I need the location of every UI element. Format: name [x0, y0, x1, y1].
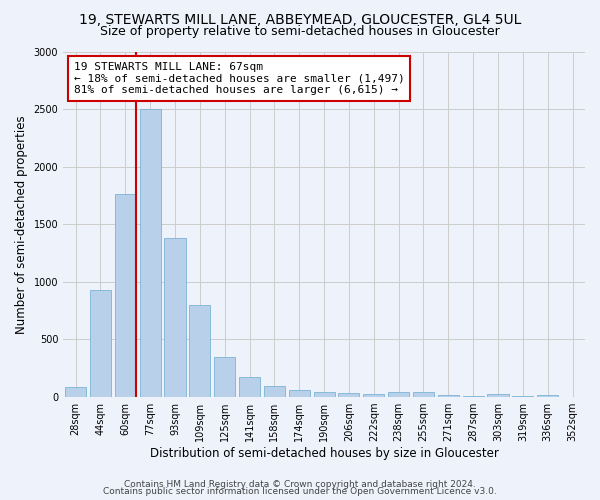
Bar	[140, 109, 161, 397]
Text: Contains HM Land Registry data © Crown copyright and database right 2024.: Contains HM Land Registry data © Crown c…	[124, 480, 476, 489]
Bar	[289, 390, 310, 397]
Bar	[214, 357, 235, 397]
Bar	[264, 386, 285, 397]
Bar	[537, 395, 558, 397]
Bar	[562, 396, 583, 397]
Bar	[413, 392, 434, 397]
Bar	[512, 396, 533, 397]
Bar	[338, 393, 359, 397]
Text: 19 STEWARTS MILL LANE: 67sqm
← 18% of semi-detached houses are smaller (1,497)
8: 19 STEWARTS MILL LANE: 67sqm ← 18% of se…	[74, 62, 404, 95]
X-axis label: Distribution of semi-detached houses by size in Gloucester: Distribution of semi-detached houses by …	[149, 447, 499, 460]
Bar	[438, 395, 459, 397]
Bar	[487, 394, 509, 397]
Bar	[314, 392, 335, 397]
Bar	[463, 396, 484, 397]
Bar	[115, 194, 136, 397]
Y-axis label: Number of semi-detached properties: Number of semi-detached properties	[15, 115, 28, 334]
Text: Size of property relative to semi-detached houses in Gloucester: Size of property relative to semi-detach…	[100, 25, 500, 38]
Text: 19, STEWARTS MILL LANE, ABBEYMEAD, GLOUCESTER, GL4 5UL: 19, STEWARTS MILL LANE, ABBEYMEAD, GLOUC…	[79, 12, 521, 26]
Bar	[363, 394, 385, 397]
Bar	[189, 305, 211, 397]
Bar	[164, 238, 185, 397]
Bar	[65, 386, 86, 397]
Bar	[90, 290, 111, 397]
Bar	[239, 377, 260, 397]
Bar	[388, 392, 409, 397]
Text: Contains public sector information licensed under the Open Government Licence v3: Contains public sector information licen…	[103, 487, 497, 496]
